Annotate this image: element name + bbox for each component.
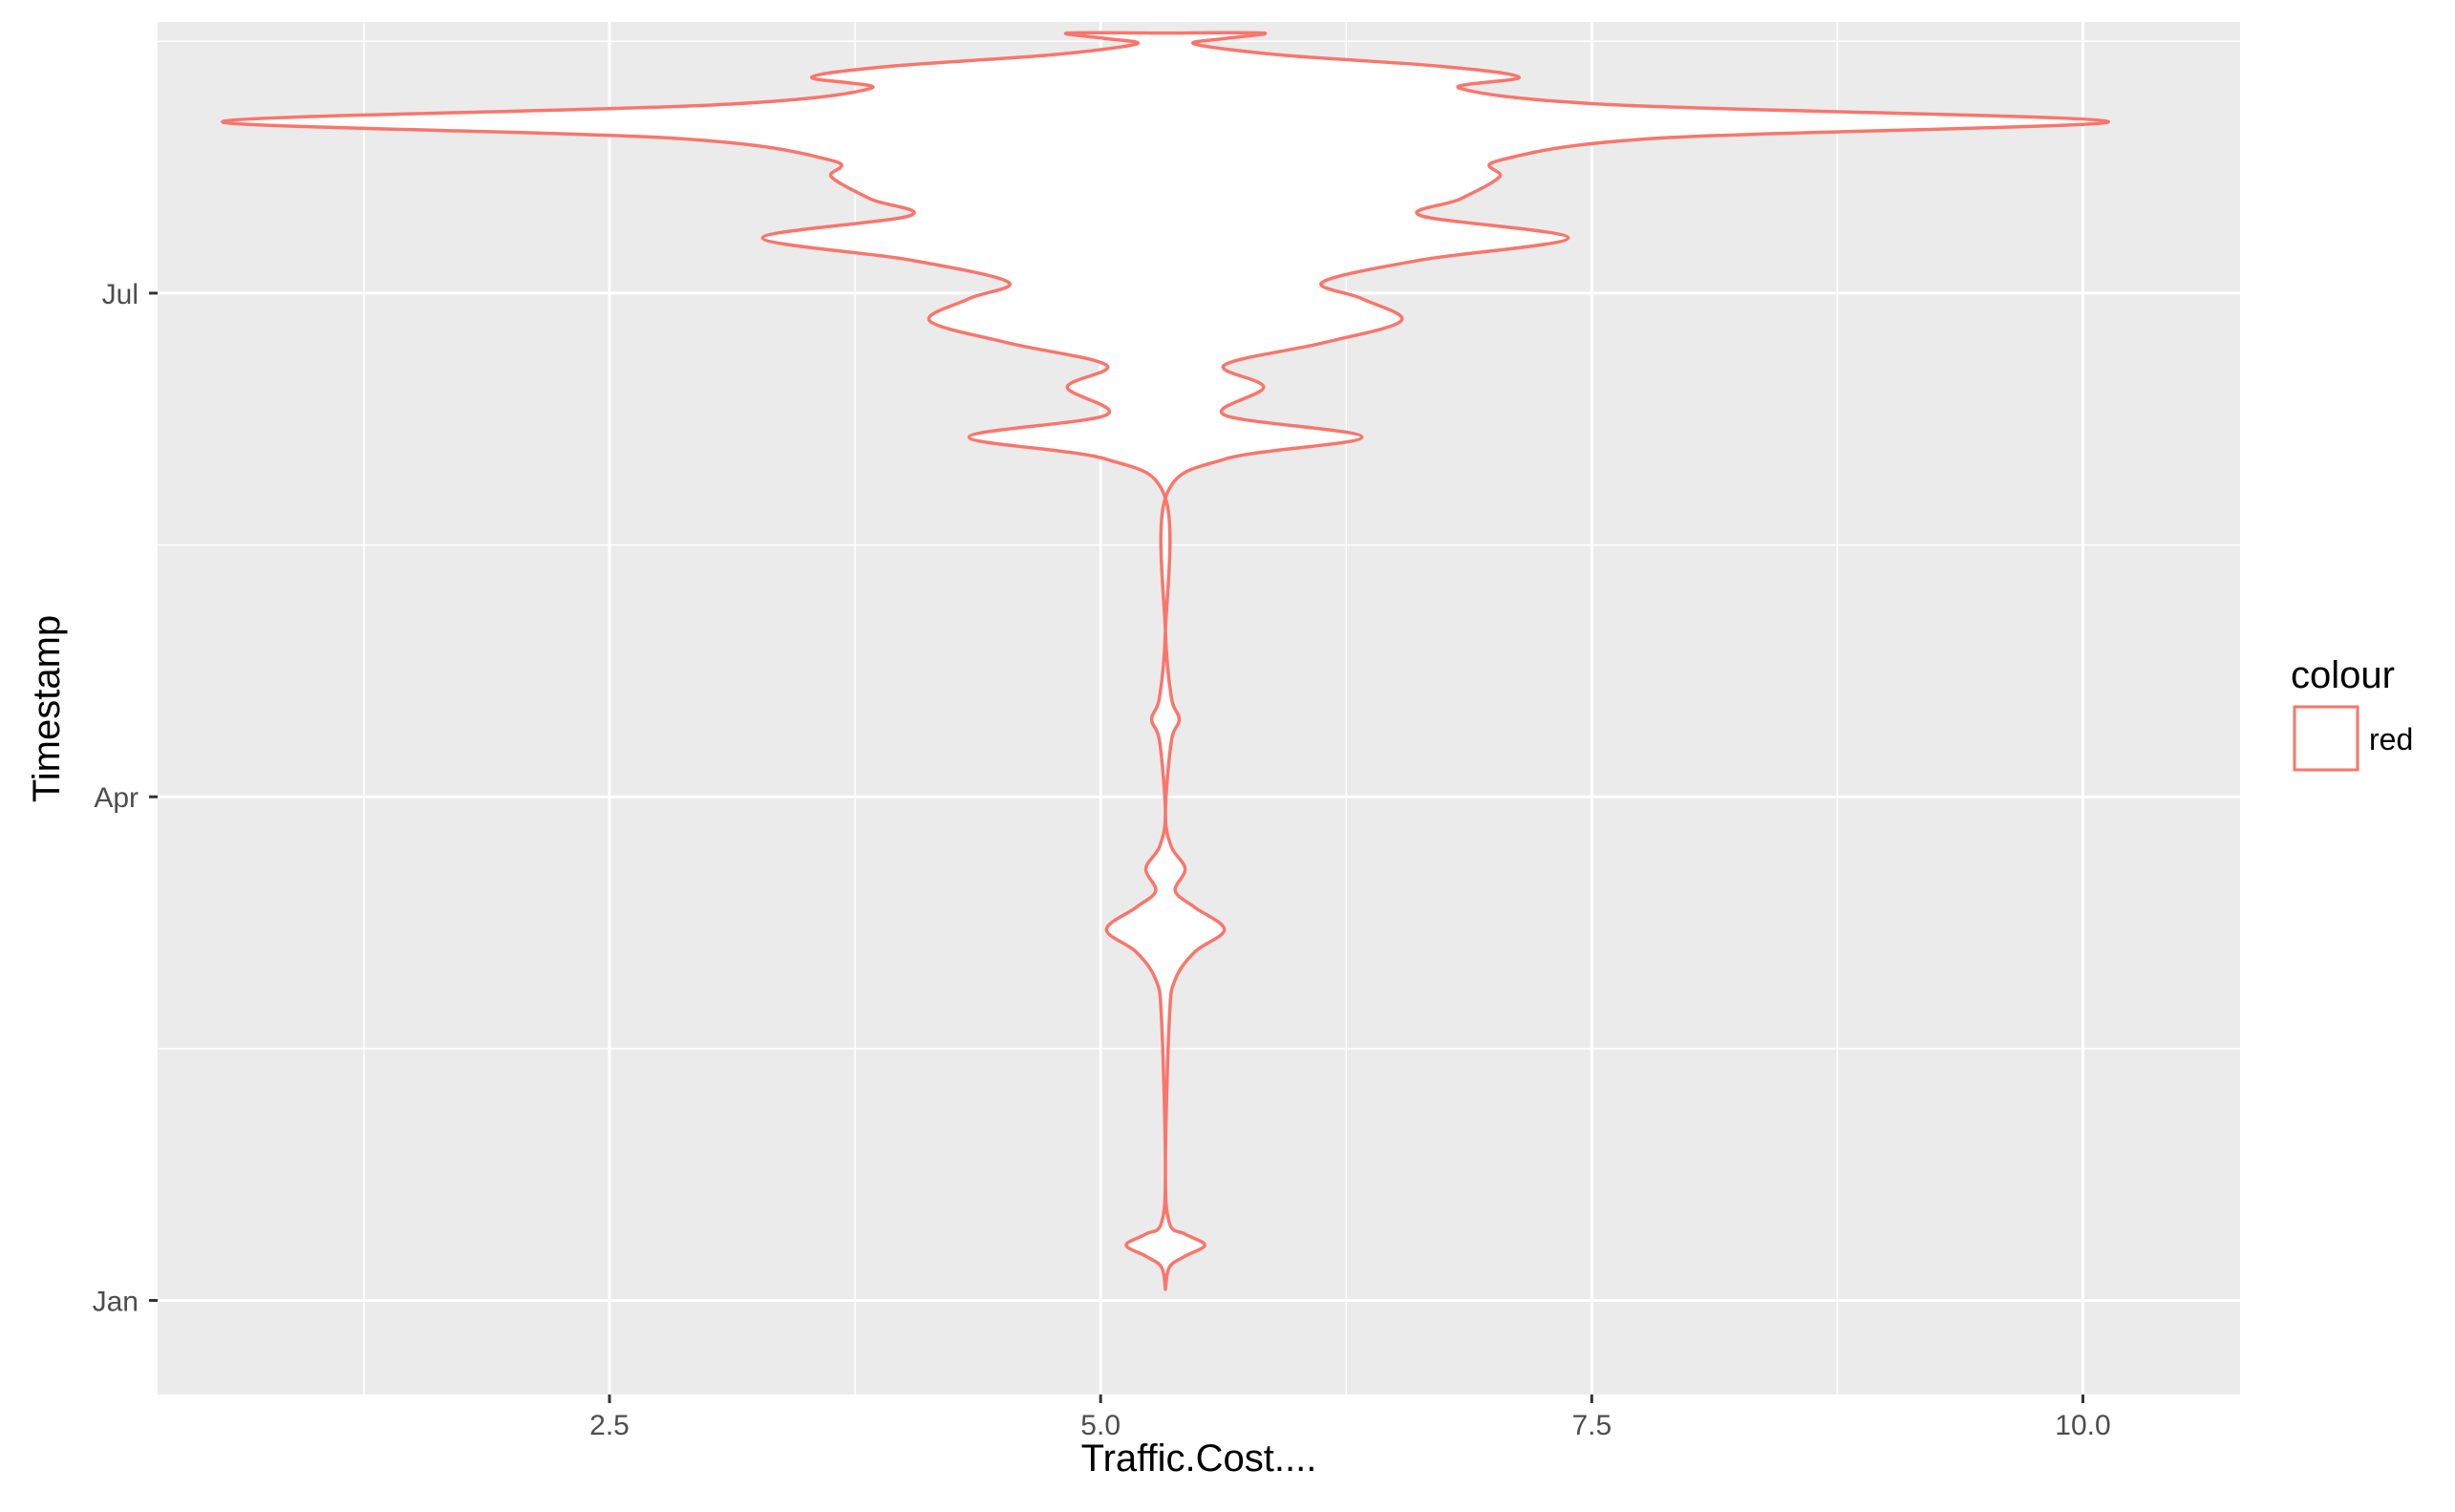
- x-tick-label: 2.5: [589, 1410, 630, 1441]
- violin-red: [221, 31, 2110, 1291]
- legend-key: [2293, 705, 2359, 772]
- y-axis-title: Timestamp: [26, 615, 68, 802]
- x-axis-title: Traffic.Cost....: [1081, 1437, 1317, 1480]
- x-tick-label: 5.0: [1080, 1410, 1121, 1441]
- x-tick-label: 7.5: [1571, 1410, 1612, 1441]
- legend-title: colour: [2291, 654, 2395, 696]
- y-tick-label: Jan: [93, 1286, 139, 1317]
- y-axis: Jan Apr Jul: [93, 279, 158, 1317]
- y-tick-label: Apr: [94, 782, 139, 814]
- x-axis: 2.5 5.0 7.5 10.0: [589, 1395, 2111, 1441]
- legend-label: red: [2369, 722, 2413, 756]
- y-tick-label: Jul: [102, 279, 139, 310]
- violin-layer: [221, 31, 2110, 1291]
- legend: colour red: [2291, 654, 2413, 772]
- x-tick-label: 10.0: [2055, 1410, 2110, 1441]
